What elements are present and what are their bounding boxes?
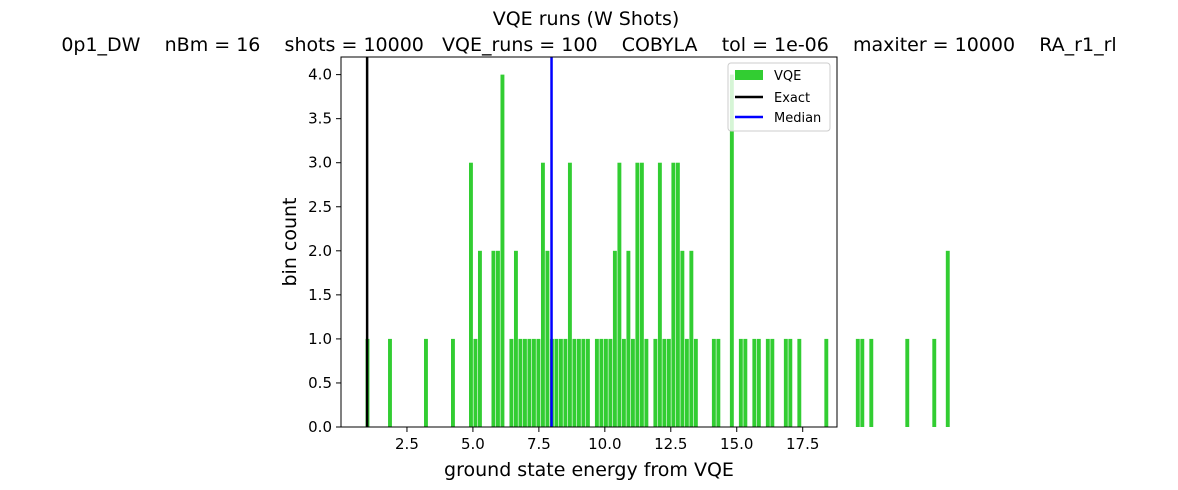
x-tick-label: 10.0 (588, 435, 621, 453)
histogram-bar (594, 338, 599, 427)
histogram-bars (365, 74, 950, 428)
histogram-bar (522, 338, 527, 427)
histogram-bar (945, 250, 950, 427)
chart-subtitle: 0p1_DW nBm = 16 shots = 10000 VQE_runs =… (61, 34, 1116, 56)
histogram-bar (469, 162, 473, 427)
histogram-bar (572, 338, 577, 427)
plot-frame (340, 56, 838, 428)
histogram-bar (905, 338, 910, 427)
histogram-bar (424, 338, 428, 427)
legend-swatch-vqe (735, 70, 763, 80)
histogram-bar (491, 250, 496, 427)
y-tick-label: 3.0 (308, 154, 332, 172)
histogram-bar (603, 338, 608, 427)
histogram-bar (518, 338, 523, 427)
legend-label-median: Median (774, 111, 821, 126)
histogram-bar (599, 338, 604, 427)
histogram-bar (824, 338, 829, 427)
x-tick-label: 17.5 (786, 435, 819, 453)
x-tick-label: 7.5 (527, 435, 551, 453)
histogram-bar (630, 338, 635, 427)
histogram-bar (666, 338, 671, 427)
histogram-bar (684, 338, 689, 427)
histogram-bar (558, 338, 563, 427)
x-tick-label: 12.5 (654, 435, 687, 453)
y-tick-label: 0.0 (308, 418, 332, 436)
histogram-bar (783, 338, 788, 427)
histogram-bar (662, 338, 667, 427)
y-tick-label: 3.5 (308, 110, 332, 128)
y-tick-label: 2.0 (308, 242, 332, 260)
histogram-bar (716, 338, 721, 427)
y-tick-label: 1.5 (308, 286, 332, 304)
histogram-bar (680, 250, 685, 427)
histogram-bar (500, 74, 505, 428)
y-tick-label: 0.5 (308, 374, 332, 392)
histogram-bar (388, 338, 392, 427)
histogram-bar (689, 250, 694, 427)
histogram-bar (671, 162, 676, 427)
histogram-bar (765, 338, 770, 427)
histogram-bar (585, 338, 590, 427)
histogram-bar (932, 338, 937, 427)
histogram-bar (554, 338, 559, 427)
histogram-bar (635, 162, 640, 427)
histogram-bar (657, 162, 662, 427)
reference-lines (365, 57, 553, 427)
chart-title: VQE runs (W Shots) (493, 8, 680, 30)
y-axis-label: bin count (279, 197, 301, 286)
histogram-bar (621, 338, 626, 427)
histogram-bar (576, 338, 581, 427)
histogram-bar (626, 250, 631, 427)
histogram-bar (729, 74, 734, 428)
histogram-bar (612, 250, 617, 427)
histogram-bar (644, 338, 649, 427)
histogram-bar (869, 338, 874, 427)
histogram-bar (451, 338, 455, 427)
histogram-bar (608, 338, 613, 427)
histogram-bar (545, 250, 550, 427)
histogram-bar (738, 338, 743, 427)
histogram-bar (509, 338, 514, 427)
histogram-bar (563, 338, 568, 427)
x-axis-ticks: 2.5 5.0 7.5 10.0 12.5 15.0 17.5 (395, 427, 819, 453)
histogram-bar (797, 338, 802, 427)
histogram-bar (675, 162, 680, 427)
histogram-bar (770, 338, 775, 427)
histogram-bar (693, 338, 698, 427)
histogram-bar (473, 338, 478, 427)
y-tick-label: 1.0 (308, 330, 332, 348)
histogram-bar (477, 250, 482, 427)
y-axis-ticks: 0.0 0.5 1.0 1.5 2.0 2.5 3.0 3.5 4.0 (308, 66, 341, 436)
histogram-bar (540, 162, 545, 427)
x-tick-label: 5.0 (461, 435, 485, 453)
histogram-bar (531, 338, 536, 427)
histogram-bar (536, 338, 541, 427)
y-tick-label: 4.0 (308, 66, 332, 84)
legend-label-exact: Exact (774, 91, 810, 106)
y-tick-label: 2.5 (308, 198, 332, 216)
histogram-bar (752, 338, 757, 427)
x-axis-label: ground state energy from VQE (444, 459, 734, 481)
histogram-bar (567, 162, 572, 427)
legend: VQE Exact Median (727, 62, 831, 132)
legend-label-vqe: VQE (774, 69, 801, 84)
histogram-bar (617, 162, 622, 427)
histogram-bar (788, 338, 793, 427)
histogram-bar (855, 338, 860, 427)
histogram-bar (756, 338, 761, 427)
histogram-bar (495, 250, 500, 427)
histogram-bar (639, 162, 644, 427)
histogram-bar (581, 338, 586, 427)
histogram-bar (860, 338, 865, 427)
histogram-bar (743, 338, 748, 427)
histogram-bar (527, 338, 532, 427)
x-tick-label: 2.5 (395, 435, 419, 453)
histogram-bar (653, 338, 658, 427)
x-tick-label: 15.0 (720, 435, 753, 453)
histogram-bar (513, 250, 518, 427)
histogram-bar (711, 338, 716, 427)
